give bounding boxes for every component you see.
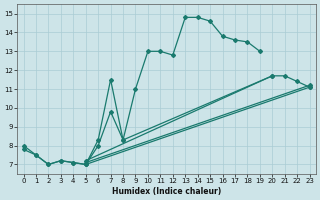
X-axis label: Humidex (Indice chaleur): Humidex (Indice chaleur) (112, 187, 221, 196)
